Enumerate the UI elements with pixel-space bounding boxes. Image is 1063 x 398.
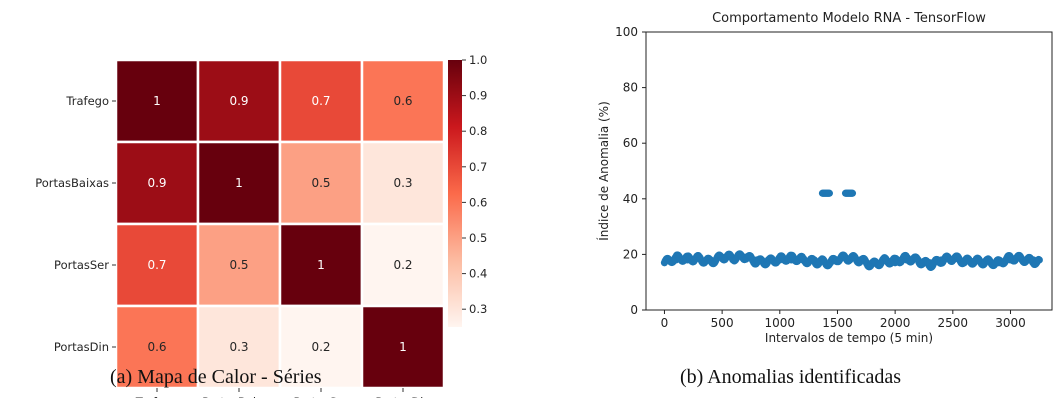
heatmap-cell-label: 0.7 xyxy=(311,94,330,108)
heatmap-col-label: Trafego xyxy=(135,395,179,398)
heatmap-cell-label: 1 xyxy=(399,340,407,354)
heatmap-row-label: PortasSer xyxy=(54,258,109,272)
heatmap-col-label: PortasDin xyxy=(375,395,430,398)
colorbar-tick-label: 0.8 xyxy=(469,124,487,138)
heatmap-cell-label: 1 xyxy=(235,176,243,190)
y-tick-label: 0 xyxy=(630,303,638,317)
heatmap-cell xyxy=(360,222,446,308)
heatmap-cell xyxy=(196,304,282,390)
heatmap-cell-label: 0.2 xyxy=(311,340,330,354)
y-tick-label: 60 xyxy=(623,136,638,150)
heatmap-cell-label: 0.6 xyxy=(147,340,166,354)
heatmap-row-label: PortasBaixas xyxy=(35,176,109,190)
heatmap-cell-label: 0.3 xyxy=(393,176,412,190)
colorbar-tick-label: 0.3 xyxy=(469,302,487,316)
y-tick-label: 100 xyxy=(615,25,638,39)
colorbar-tick-label: 0.4 xyxy=(469,267,487,281)
heatmap-cell-label: 0.3 xyxy=(229,340,248,354)
data-point xyxy=(825,189,833,197)
heatmap-cell xyxy=(196,58,282,144)
heatmap-cell-label: 0.9 xyxy=(229,94,248,108)
x-tick-label: 1000 xyxy=(765,316,796,330)
y-tick-label: 40 xyxy=(623,192,638,206)
heatmap-cell-label: 1 xyxy=(317,258,325,272)
colorbar-tick-label: 0.7 xyxy=(469,160,487,174)
heatmap-row-label: Trafego xyxy=(65,94,109,108)
data-point xyxy=(848,189,857,197)
heatmap-col-label: PortasBaixas xyxy=(202,395,276,398)
data-point xyxy=(1035,256,1043,264)
heatmap-panel: 1 0.9 0.7 0.6 Trafego 0.9 1 0.5 0.3 PortasBaixas 0… xyxy=(35,58,446,398)
x-tick-label: 500 xyxy=(711,316,734,330)
heatmap-cell xyxy=(278,304,364,390)
heatmap-cell-label: 0.6 xyxy=(393,94,412,108)
heatmap-cell-label: 0.9 xyxy=(147,176,166,190)
scatter-title: Comportamento Modelo RNA - TensorFlow xyxy=(712,11,986,26)
x-tick-label: 3000 xyxy=(995,316,1026,330)
heatmap-cell xyxy=(360,140,446,226)
x-axis-label: Intervalos de tempo (5 min) xyxy=(765,331,933,345)
heatmap-cell xyxy=(278,222,364,308)
colorbar-bar xyxy=(448,60,462,327)
colorbar-tick-label: 1.0 xyxy=(469,53,487,67)
colorbar-tick-label: 0.9 xyxy=(469,89,487,103)
heatmap-cell xyxy=(360,58,446,144)
heatmap-col-label: PortasSer xyxy=(294,395,349,398)
x-tick-label: 0 xyxy=(661,316,669,330)
y-tick-label: 20 xyxy=(623,247,638,261)
scatter-axes-frame xyxy=(645,31,1053,311)
colorbar: 1.0 0.9 0.8 0.7 0.6 0.5 0.4 0.3 xyxy=(448,53,487,327)
caption-b: (b) Anomalias identificadas xyxy=(680,366,902,388)
scatter-points xyxy=(660,189,1043,271)
x-tick-label: 1500 xyxy=(822,316,853,330)
heatmap-cell-label: 0.2 xyxy=(393,258,412,272)
colorbar-tick-label: 0.6 xyxy=(469,195,487,209)
scatter-panel: Comportamento Modelo RNA - TensorFlow 0 20… xyxy=(596,11,1053,345)
heatmap-row-label: PortasDin xyxy=(54,340,109,354)
x-tick-label: 2000 xyxy=(880,316,911,330)
heatmap-cell xyxy=(360,304,446,390)
heatmap-cell-label: 0.5 xyxy=(229,258,248,272)
caption-a: (a) Mapa de Calor - Séries xyxy=(110,366,322,388)
y-axis-label: Índice de Anomalia (%) xyxy=(596,101,611,241)
heatmap-cell-label: 1 xyxy=(153,94,161,108)
heatmap-cell-label: 0.7 xyxy=(147,258,166,272)
y-tick-label: 80 xyxy=(623,81,638,95)
heatmap-cell-label: 0.5 xyxy=(311,176,330,190)
colorbar-tick-label: 0.5 xyxy=(469,231,487,245)
x-tick-label: 2500 xyxy=(938,316,969,330)
